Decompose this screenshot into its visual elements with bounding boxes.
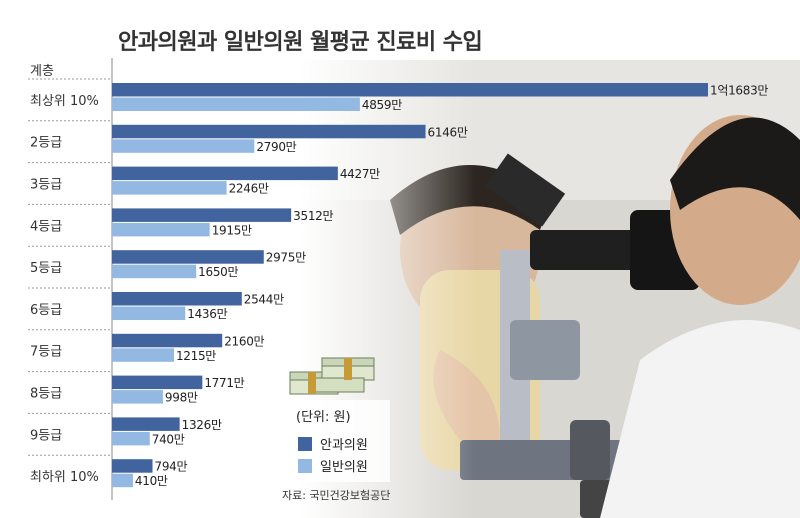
legend-label-eye: 안과의원 — [320, 438, 368, 453]
legend-label-general: 일반의원 — [320, 460, 368, 475]
value-label-eye-clinic: 794만 — [155, 460, 188, 474]
legend: (단위: 원) 안과의원 일반의원 — [290, 400, 390, 482]
value-label-eye-clinic: 2160만 — [224, 334, 264, 348]
bar-general-clinic — [112, 390, 163, 404]
value-label-eye-clinic: 1771만 — [204, 376, 244, 390]
value-label-general-clinic: 1215만 — [176, 349, 216, 363]
value-label-general-clinic: 2246만 — [229, 182, 269, 196]
bar-general-clinic — [112, 348, 174, 362]
legend-swatch-general — [298, 458, 312, 473]
category-label: 5등급 — [30, 261, 62, 276]
category-label: 9등급 — [30, 428, 62, 443]
category-label: 4등급 — [30, 219, 62, 234]
unit-label: (단위: 원) — [296, 410, 351, 425]
value-label-eye-clinic: 6146만 — [428, 125, 468, 139]
value-label-eye-clinic: 3512만 — [293, 209, 333, 223]
value-label-eye-clinic: 4427만 — [340, 167, 380, 181]
bar-general-clinic — [112, 431, 150, 446]
value-label-general-clinic: 1915만 — [212, 223, 252, 237]
bar-general-clinic — [112, 222, 210, 237]
bar-general-clinic — [112, 473, 133, 488]
bar-eye-clinic — [112, 375, 203, 390]
value-label-eye-clinic: 2975만 — [266, 251, 306, 265]
category-label: 6등급 — [30, 303, 62, 318]
bar-eye-clinic — [112, 124, 426, 139]
bar-eye-clinic — [112, 333, 223, 348]
category-label: 최하위 10% — [30, 470, 99, 485]
source-note: 자료: 국민건강보험공단 — [282, 489, 391, 502]
value-label-eye-clinic: 2544만 — [244, 293, 284, 307]
bar-eye-clinic — [112, 250, 264, 264]
category-header: 계층 — [30, 64, 54, 79]
bar-general-clinic — [112, 306, 186, 320]
bar-general-clinic — [112, 139, 255, 153]
bar-eye-clinic — [112, 83, 708, 97]
category-label: 2등급 — [30, 136, 62, 151]
bar-general-clinic — [112, 181, 227, 195]
category-label: 3등급 — [30, 178, 62, 193]
category-label: 7등급 — [30, 345, 62, 360]
legend-item-general: 일반의원 — [298, 456, 368, 475]
category-label: 8등급 — [30, 387, 62, 402]
chart-title: 안과의원과 일반의원 월평균 진료비 수입 — [118, 30, 483, 55]
legend-swatch-eye — [298, 436, 312, 451]
value-label-general-clinic: 1650만 — [198, 265, 238, 279]
value-label-general-clinic: 410만 — [135, 474, 168, 488]
value-label-general-clinic: 2790만 — [256, 140, 296, 154]
category-label: 최상위 10% — [30, 94, 99, 109]
money-stack-icon — [289, 357, 375, 395]
value-label-eye-clinic: 1326만 — [182, 418, 222, 432]
value-label-general-clinic: 1436만 — [187, 307, 227, 321]
bar-eye-clinic — [112, 208, 292, 222]
bar-general-clinic — [112, 97, 360, 111]
bar-eye-clinic — [112, 166, 338, 181]
bar-eye-clinic — [112, 459, 153, 473]
value-label-general-clinic: 998만 — [165, 391, 198, 405]
bar-eye-clinic — [112, 417, 180, 431]
value-label-general-clinic: 4859만 — [362, 98, 402, 112]
value-label-eye-clinic: 1억1683만 — [710, 84, 768, 98]
value-label-general-clinic: 740만 — [152, 432, 185, 446]
legend-item-eye: 안과의원 — [298, 434, 368, 453]
bar-general-clinic — [112, 264, 197, 279]
bar-eye-clinic — [112, 292, 242, 306]
